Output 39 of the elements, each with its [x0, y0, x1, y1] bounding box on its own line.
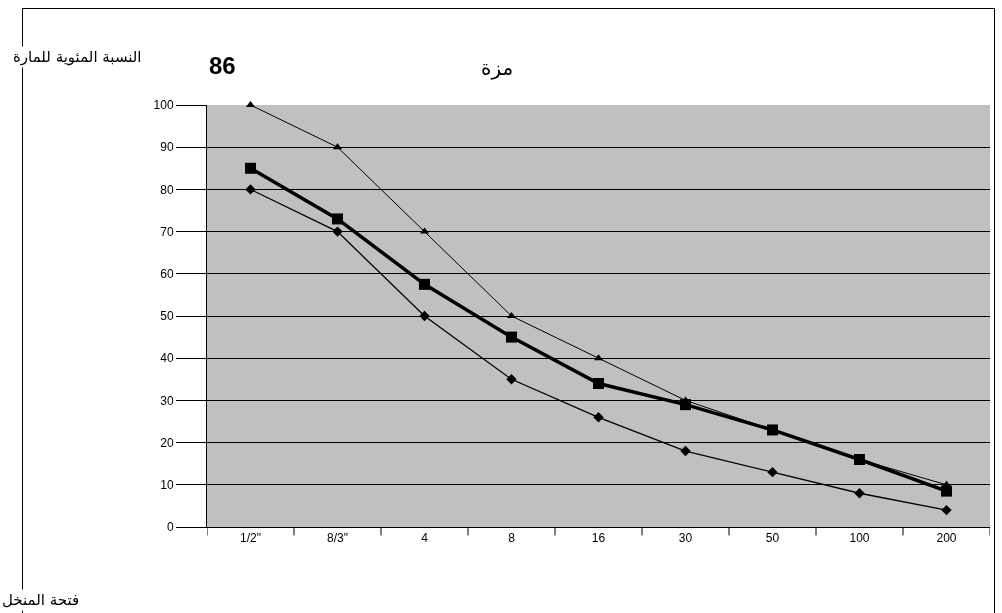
point [680, 445, 691, 457]
point [419, 278, 430, 290]
x-tick-label: 16 [591, 531, 606, 546]
chart-title: مزة [481, 56, 514, 80]
point [332, 226, 343, 237]
y-tick-label: 60 [160, 267, 174, 281]
point [332, 213, 343, 225]
x-tick-label: 100 [849, 531, 870, 546]
point [506, 331, 517, 343]
point [941, 504, 952, 516]
point [767, 466, 778, 478]
text: فتحة المنخل [2, 591, 80, 609]
y-axis-title: النسبة المئوية للمارة [13, 48, 142, 66]
y-tick-label: 90 [160, 140, 174, 155]
x-tick-label: 4 [421, 531, 429, 546]
x-tick-label: 30 [678, 531, 693, 546]
x-tick-label: 8/3" [327, 531, 348, 546]
x-tick-label: 1/2" [240, 531, 261, 546]
point [245, 184, 256, 195]
y-tick-label: 50 [160, 309, 174, 324]
y-tick-label: 70 [160, 224, 174, 239]
x-tick-label: 200 [936, 531, 957, 546]
y-tick-label: 0 [166, 520, 174, 535]
y-tick-label: 40 [160, 351, 174, 366]
point [506, 374, 517, 385]
text: 86 [209, 52, 236, 79]
y-tick-label: 80 [160, 182, 174, 197]
x-tick-label: 8 [508, 531, 516, 546]
point [593, 378, 604, 390]
y-tick-label: 30 [160, 393, 174, 408]
point [854, 488, 865, 499]
y-tick-label: 10 [160, 478, 174, 492]
y-tick-label: 20 [160, 435, 174, 450]
y-tick-label: 100 [153, 98, 174, 113]
point [419, 310, 430, 322]
point [245, 162, 256, 174]
point [593, 412, 604, 423]
x-tick-label: 50 [765, 531, 780, 546]
point [941, 485, 952, 497]
